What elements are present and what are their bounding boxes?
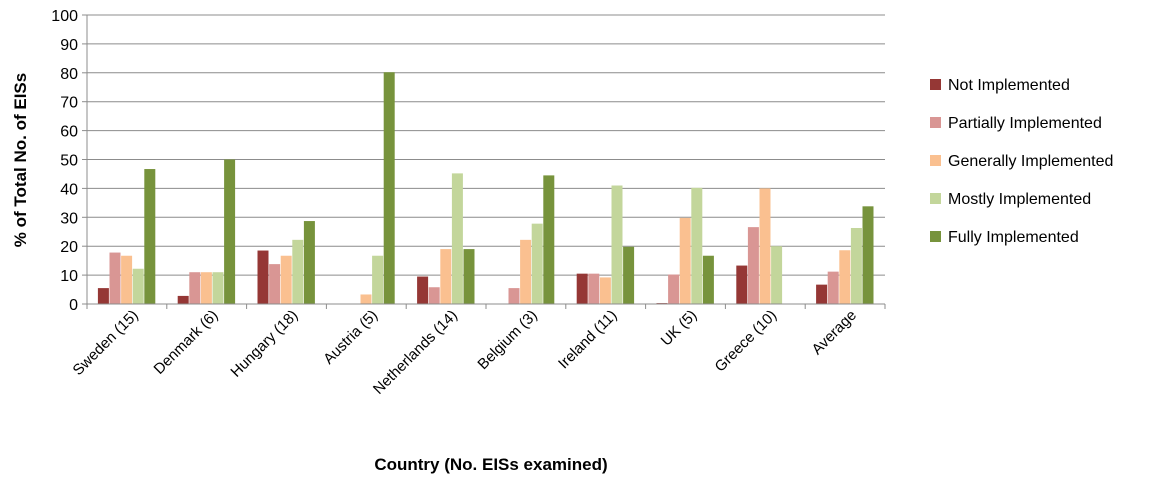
y-tick-label: 40: [60, 181, 78, 198]
bar: [360, 294, 372, 304]
legend-label: Generally Implemented: [948, 153, 1113, 170]
legend-item: Mostly Implemented: [930, 191, 1091, 208]
bar: [292, 239, 304, 304]
bar: [109, 252, 121, 304]
x-category-label: Sweden (15): [70, 307, 142, 379]
bar: [257, 250, 269, 304]
bar: [691, 187, 703, 304]
bar: [451, 173, 463, 304]
bar: [463, 249, 475, 304]
bar: [668, 274, 680, 304]
bar: [531, 223, 543, 304]
bar: [508, 288, 520, 304]
bar: [97, 288, 109, 304]
legend-label: Fully Implemented: [948, 229, 1079, 246]
bar: [759, 188, 771, 304]
x-category-label: Netherlands (14): [370, 307, 461, 398]
legend-item: Partially Implemented: [930, 115, 1102, 132]
bar: [850, 227, 862, 304]
y-tick-label: 70: [60, 95, 78, 112]
y-tick-label: 100: [51, 8, 78, 25]
legend-swatch: [930, 193, 941, 204]
bar: [280, 255, 292, 304]
bar: [827, 271, 839, 304]
x-axis: [86, 15, 886, 309]
y-tick-label: 60: [60, 124, 78, 141]
y-tick-label: 20: [60, 239, 78, 256]
legend-label: Mostly Implemented: [948, 191, 1091, 208]
bar: [121, 255, 133, 304]
bar: [771, 246, 783, 304]
bar: [269, 264, 281, 304]
bar: [212, 272, 224, 304]
x-category-label: Average: [809, 307, 860, 358]
x-category-labels: Sweden (15) Denmark (6) Hungary (18) Austri…: [70, 307, 860, 398]
bar: [372, 255, 384, 304]
bar-series: [97, 72, 874, 304]
bar: [200, 272, 212, 304]
y-tick-label: 10: [60, 268, 78, 285]
x-category-label: Denmark (6): [151, 307, 222, 378]
legend-item: Generally Implemented: [930, 153, 1113, 170]
y-tick-label: 50: [60, 153, 78, 170]
legend-swatch: [930, 79, 941, 90]
x-axis-title: Country (No. EISs examined): [374, 455, 607, 474]
legend-item: Fully Implemented: [930, 229, 1079, 246]
bar: [816, 284, 828, 304]
bar: [862, 206, 874, 304]
bar: [599, 277, 611, 304]
bar: [417, 276, 429, 304]
bar: [679, 217, 691, 304]
x-category-label: Austria (5): [320, 307, 381, 368]
legend-swatch: [930, 117, 941, 128]
x-category-label: UK (5): [658, 307, 701, 350]
bar: [132, 268, 144, 304]
x-category-label: Hungary (18): [227, 307, 301, 381]
bar: [144, 169, 156, 304]
bar: [177, 295, 189, 304]
legend-label: Partially Implemented: [948, 115, 1102, 132]
bar: [303, 221, 315, 304]
bar: [839, 250, 851, 304]
x-category-label: Ireland (11): [555, 307, 620, 372]
bar: [611, 185, 623, 304]
bar: [736, 265, 748, 304]
bar: [623, 246, 635, 304]
x-category-label: Greece (10): [712, 307, 781, 376]
legend-item: Not Implemented: [930, 77, 1070, 94]
bar: [440, 249, 452, 304]
bar: [747, 227, 759, 304]
y-tick-label: 0: [69, 297, 78, 314]
bar: [383, 72, 395, 304]
legend-swatch: [930, 155, 941, 166]
legend-label: Not Implemented: [948, 77, 1070, 94]
y-tick-label: 90: [60, 37, 78, 54]
y-axis-title: % of Total No. of EISs: [11, 73, 30, 247]
bar: [189, 272, 201, 304]
bar: [702, 255, 714, 304]
legend: Not Implemented Partially Implemented Gene…: [930, 77, 1113, 246]
bar: [576, 273, 588, 304]
x-category-label: Belgium (3): [474, 307, 540, 373]
bar: [520, 239, 532, 304]
bar: [588, 273, 600, 304]
y-tick-label: 80: [60, 66, 78, 83]
bar: [224, 159, 236, 304]
y-tick-label: 30: [60, 210, 78, 227]
bar: [543, 175, 555, 304]
bar: [428, 287, 440, 304]
y-tick-labels: 0 10 20 30 40 50 60 70 80 90 100: [51, 8, 78, 314]
legend-swatch: [930, 231, 941, 242]
